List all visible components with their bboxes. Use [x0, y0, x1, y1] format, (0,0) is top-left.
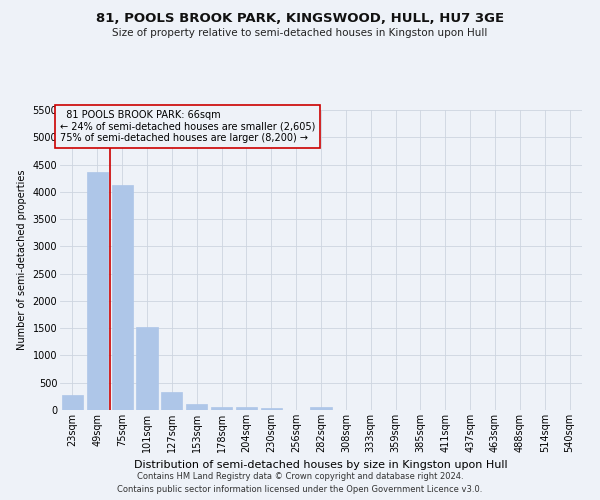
- Text: Contains HM Land Registry data © Crown copyright and database right 2024.: Contains HM Land Registry data © Crown c…: [137, 472, 463, 481]
- Bar: [186, 404, 207, 410]
- Text: 81, POOLS BROOK PARK, KINGSWOOD, HULL, HU7 3GE: 81, POOLS BROOK PARK, KINGSWOOD, HULL, H…: [96, 12, 504, 26]
- Y-axis label: Number of semi-detached properties: Number of semi-detached properties: [17, 170, 27, 350]
- Bar: [136, 326, 158, 410]
- Bar: [261, 408, 282, 410]
- Text: Contains public sector information licensed under the Open Government Licence v3: Contains public sector information licen…: [118, 485, 482, 494]
- Bar: [112, 184, 133, 410]
- Bar: [236, 408, 257, 410]
- Bar: [161, 392, 182, 410]
- X-axis label: Distribution of semi-detached houses by size in Kingston upon Hull: Distribution of semi-detached houses by …: [134, 460, 508, 470]
- Text: 81 POOLS BROOK PARK: 66sqm
← 24% of semi-detached houses are smaller (2,605)
75%: 81 POOLS BROOK PARK: 66sqm ← 24% of semi…: [60, 110, 316, 143]
- Bar: [62, 396, 83, 410]
- Text: Size of property relative to semi-detached houses in Kingston upon Hull: Size of property relative to semi-detach…: [112, 28, 488, 38]
- Bar: [87, 172, 108, 410]
- Bar: [310, 407, 332, 410]
- Bar: [211, 406, 232, 410]
